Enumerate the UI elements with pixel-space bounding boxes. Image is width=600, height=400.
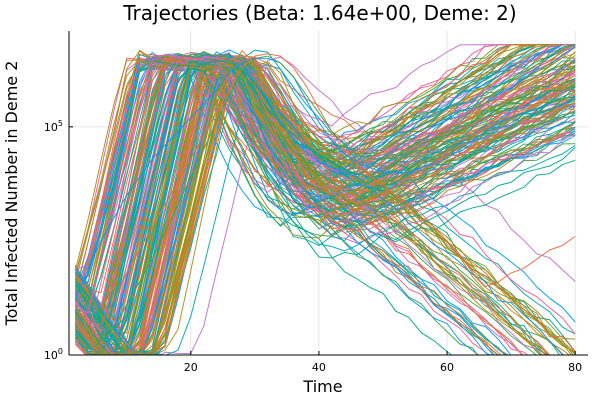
x-tick-label: 20	[184, 361, 198, 374]
trajectory-line-177	[74, 44, 576, 350]
trajectory-line-64	[74, 44, 576, 355]
trajectory-line-196	[75, 56, 576, 324]
trajectory-line-153	[74, 57, 544, 355]
trajectory-line-rep-0	[74, 57, 576, 301]
trajectory-line-190	[74, 62, 564, 355]
x-tick-label: 60	[440, 361, 454, 374]
trajectory-line-198	[75, 59, 576, 355]
trajectory-line-182	[74, 60, 576, 305]
y-tick-label: 105	[44, 119, 63, 134]
x-axis-label: Time	[302, 377, 342, 396]
trajectory-line-185	[75, 66, 576, 355]
trajectory-line-113	[74, 56, 576, 355]
trajectory-line-199	[74, 60, 576, 355]
trajectory-line-175	[74, 44, 576, 355]
trajectory-line-195	[75, 62, 576, 355]
x-tick-label: 40	[312, 361, 326, 374]
x-tick-label: 80	[568, 361, 582, 374]
trajectory-line-118	[74, 60, 576, 339]
trajectory-lines	[74, 44, 576, 355]
trajectory-line-78	[75, 59, 576, 355]
trajectory-line-125	[75, 63, 507, 355]
trajectory-line-rep-2	[74, 55, 576, 342]
trajectory-line-192	[74, 59, 576, 355]
y-axis-label: Total Infected Number in Deme 2	[2, 61, 21, 327]
trajectory-line-176	[75, 55, 576, 333]
trajectory-line-191	[74, 65, 500, 355]
trajectory-line-58	[75, 59, 576, 335]
trajectory-line-145	[75, 62, 548, 355]
trajectory-line-33	[74, 56, 576, 355]
trajectory-line-188	[75, 44, 576, 330]
trajectory-line-186	[75, 44, 576, 355]
trajectory-line-101	[74, 44, 576, 355]
trajectory-line-174	[74, 44, 576, 271]
trajectory-line-130	[75, 62, 576, 355]
trajectory-line-169	[74, 59, 576, 316]
chart-title: Trajectories (Beta: 1.64e+00, Deme: 2)	[122, 1, 516, 25]
trajectory-line-168	[75, 53, 576, 355]
trajectory-line-181	[75, 59, 549, 355]
trajectory-line-134	[75, 44, 576, 355]
trajectory-line-172	[74, 56, 576, 355]
axes: 20 40 60 80 100 105	[44, 31, 588, 374]
trajectory-line-rep-1	[75, 53, 576, 338]
trajectory-line-164	[74, 44, 576, 275]
trajectory-line-160	[75, 59, 492, 355]
trajectory-line-193	[75, 54, 576, 314]
trajectory-line-162	[74, 44, 576, 350]
y-tick-label: 100	[44, 347, 63, 362]
trajectory-line-137	[75, 63, 576, 355]
